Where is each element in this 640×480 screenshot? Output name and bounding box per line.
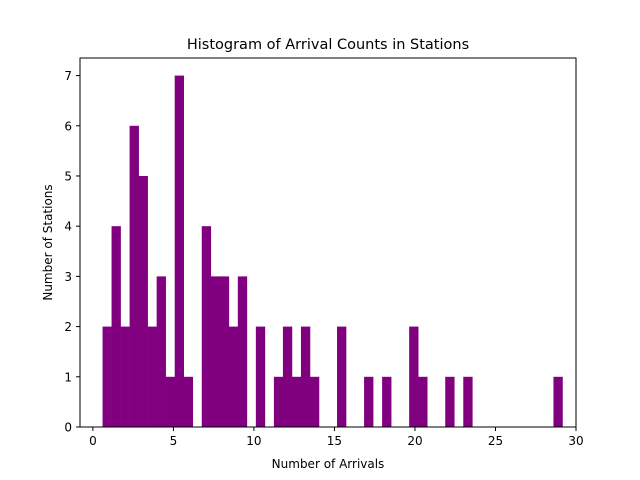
histogram-bar <box>445 376 455 427</box>
histogram-bar <box>463 376 473 427</box>
histogram-bar <box>201 226 212 427</box>
histogram-bar <box>210 276 221 427</box>
histogram-bar <box>364 376 374 427</box>
histogram-bar <box>183 376 194 427</box>
histogram-bar <box>237 276 248 427</box>
histogram-bar <box>219 276 230 427</box>
x-tick-label: 25 <box>488 434 503 448</box>
histogram-bar <box>418 376 428 427</box>
y-tick-label: 4 <box>64 220 72 234</box>
x-axis-label: Number of Arrivals <box>272 457 385 471</box>
x-tick-label: 5 <box>170 434 178 448</box>
histogram-bar <box>273 376 284 427</box>
histogram-bar <box>337 326 347 427</box>
histogram-bar <box>138 175 148 427</box>
y-tick-label: 6 <box>64 119 72 133</box>
x-tick-label: 20 <box>407 434 422 448</box>
x-axis-ticks: 0 5 10 15 20 25 30 <box>89 427 584 448</box>
y-axis-ticks: 0 1 2 3 4 5 6 7 <box>64 69 80 435</box>
x-tick-label: 15 <box>327 434 342 448</box>
plot-frame <box>79 57 577 428</box>
histogram-bar <box>111 226 121 427</box>
histogram-bar <box>309 376 320 427</box>
y-tick-label: 7 <box>64 69 72 83</box>
histogram-bar <box>120 326 130 427</box>
histogram-bar <box>409 326 419 427</box>
x-tick-label: 10 <box>246 434 261 448</box>
histogram-bar <box>553 376 563 427</box>
y-tick-label: 0 <box>64 421 72 435</box>
histogram-bar <box>300 326 311 427</box>
chart-title: Histogram of Arrival Counts in Stations <box>187 37 469 53</box>
y-axis-label: Number of Stations <box>41 184 55 300</box>
histogram-bar <box>174 75 185 427</box>
histogram-bar <box>228 326 239 427</box>
y-tick-label: 5 <box>64 169 72 183</box>
y-tick-label: 1 <box>64 370 72 384</box>
y-tick-label: 2 <box>64 320 72 334</box>
histogram-bar <box>156 276 166 427</box>
histogram-bar <box>102 326 112 427</box>
bars-group <box>102 75 563 427</box>
histogram-bar <box>147 326 157 427</box>
histogram-bar <box>282 326 293 427</box>
histogram-bar <box>165 376 175 427</box>
histogram-bar <box>129 125 139 427</box>
histogram-bar <box>255 326 266 427</box>
x-tick-label: 30 <box>568 434 583 448</box>
x-tick-label: 0 <box>89 434 97 448</box>
histogram-bar <box>382 376 392 427</box>
histogram-bar <box>291 376 302 427</box>
y-tick-label: 3 <box>64 270 72 284</box>
